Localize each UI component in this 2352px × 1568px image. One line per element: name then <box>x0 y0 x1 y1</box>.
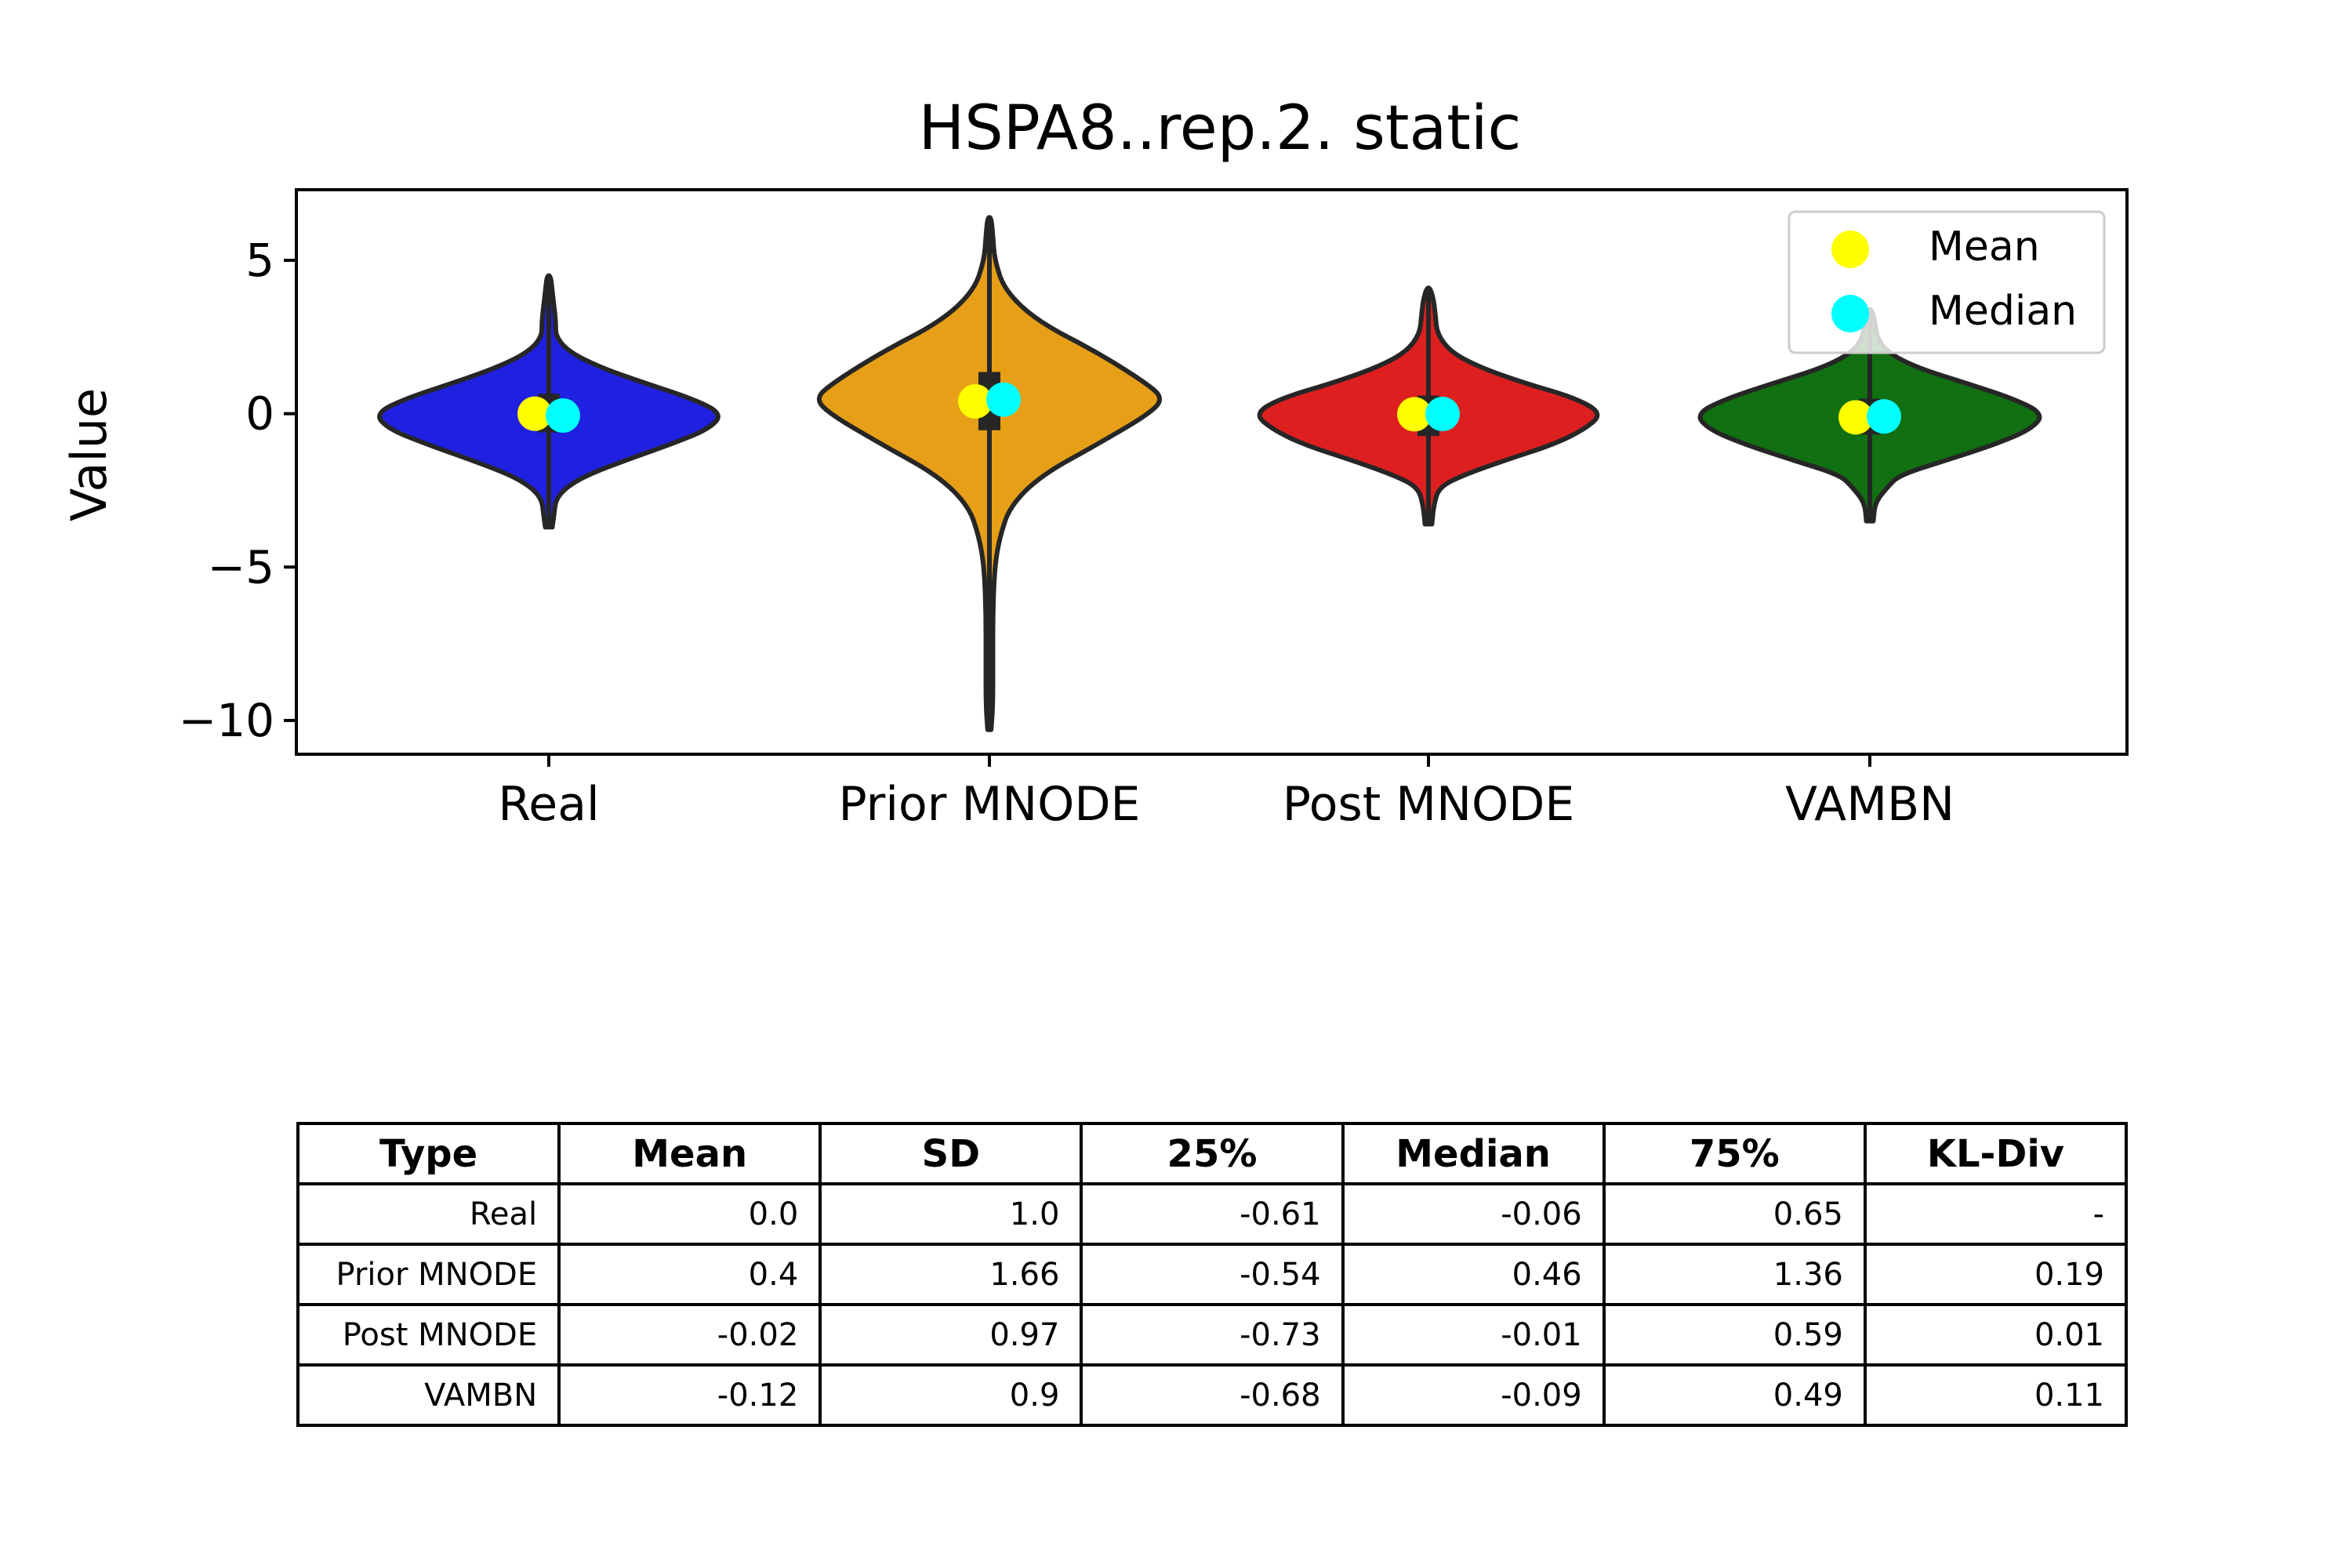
y-axis-ticks: 5 0 −5 −10 <box>179 234 296 747</box>
cell-kl: 0.11 <box>1863 1363 2129 1427</box>
legend-median-marker <box>1831 295 1869 332</box>
legend-mean-label: Mean <box>1929 223 2040 270</box>
x-tick-label: Post MNODE <box>1283 777 1575 832</box>
cell-q25: -0.61 <box>1080 1182 1345 1246</box>
plot-area-frame <box>295 188 2129 756</box>
header-median: Median <box>1341 1122 1606 1185</box>
median-marker <box>546 398 580 433</box>
header-mean: Mean <box>557 1122 822 1185</box>
header-kl-div: KL-Div <box>1863 1122 2129 1185</box>
table-row: Post MNODE -0.02 0.97 -0.73 -0.01 0.59 0… <box>296 1303 2129 1367</box>
violin-series <box>377 215 2042 732</box>
y-tick-label: −5 <box>208 540 275 593</box>
cell-kl: 0.01 <box>1863 1303 2129 1367</box>
mean-marker <box>958 384 993 419</box>
cell-q25: -0.73 <box>1080 1303 1345 1367</box>
cell-kl: - <box>1863 1182 2129 1246</box>
cell-median: -0.06 <box>1341 1182 1606 1246</box>
mean-marker <box>1838 400 1873 435</box>
x-tick-label: VAMBN <box>1785 777 1955 832</box>
cell-type: Prior MNODE <box>296 1243 561 1306</box>
table-row: Prior MNODE 0.4 1.66 -0.54 0.46 1.36 0.1… <box>296 1243 2129 1306</box>
cell-type: VAMBN <box>296 1363 561 1427</box>
cell-q75: 1.36 <box>1602 1243 1867 1306</box>
header-25: 25% <box>1080 1122 1345 1185</box>
legend-mean-marker <box>1831 230 1869 268</box>
y-tick-label: 0 <box>245 387 274 441</box>
cell-sd: 0.97 <box>818 1303 1083 1367</box>
chart-title: HSPA8..rep.2. static <box>919 93 1522 164</box>
median-marker <box>1425 397 1460 432</box>
x-tick-label: Real <box>498 777 599 832</box>
cell-q75: 0.65 <box>1602 1182 1867 1246</box>
cell-median: 0.46 <box>1341 1243 1606 1306</box>
legend: Mean Median <box>1788 210 2106 354</box>
legend-median-label: Median <box>1929 288 2077 335</box>
table-header-row: Type Mean SD 25% Median 75% KL-Div <box>296 1122 2129 1185</box>
cell-mean: -0.02 <box>557 1303 822 1367</box>
mean-marker <box>1397 397 1432 432</box>
table-row: Real 0.0 1.0 -0.61 -0.06 0.65 - <box>296 1182 2129 1246</box>
median-marker <box>1867 399 1901 434</box>
cell-q75: 0.49 <box>1602 1363 1867 1427</box>
cell-mean: 0.0 <box>557 1182 822 1246</box>
header-sd: SD <box>818 1122 1083 1185</box>
cell-q25: -0.54 <box>1080 1243 1345 1306</box>
cell-sd: 0.9 <box>818 1363 1083 1427</box>
header-type: Type <box>296 1122 561 1185</box>
y-tick-label: −10 <box>179 694 274 747</box>
mean-marker <box>517 396 552 431</box>
cell-sd: 1.66 <box>818 1243 1083 1306</box>
cell-q25: -0.68 <box>1080 1363 1345 1427</box>
cell-type: Post MNODE <box>296 1303 561 1367</box>
cell-median: -0.01 <box>1341 1303 1606 1367</box>
stats-table: Type Mean SD 25% Median 75% KL-Div Real … <box>296 1122 2129 1427</box>
cell-mean: -0.12 <box>557 1363 822 1427</box>
header-75: 75% <box>1602 1122 1867 1185</box>
table-row: VAMBN -0.12 0.9 -0.68 -0.09 0.49 0.11 <box>296 1363 2129 1427</box>
y-axis-label: Value <box>60 388 118 521</box>
x-tick-label: Prior MNODE <box>839 777 1141 832</box>
x-axis-ticks: Real Prior MNODE Post MNODE VAMBN <box>498 754 1955 832</box>
cell-type: Real <box>296 1182 561 1246</box>
cell-kl: 0.19 <box>1863 1243 2129 1306</box>
cell-sd: 1.0 <box>818 1182 1083 1246</box>
cell-median: -0.09 <box>1341 1363 1606 1427</box>
cell-mean: 0.4 <box>557 1243 822 1306</box>
y-tick-label: 5 <box>245 234 274 287</box>
median-marker <box>986 382 1021 417</box>
cell-q75: 0.59 <box>1602 1303 1867 1367</box>
